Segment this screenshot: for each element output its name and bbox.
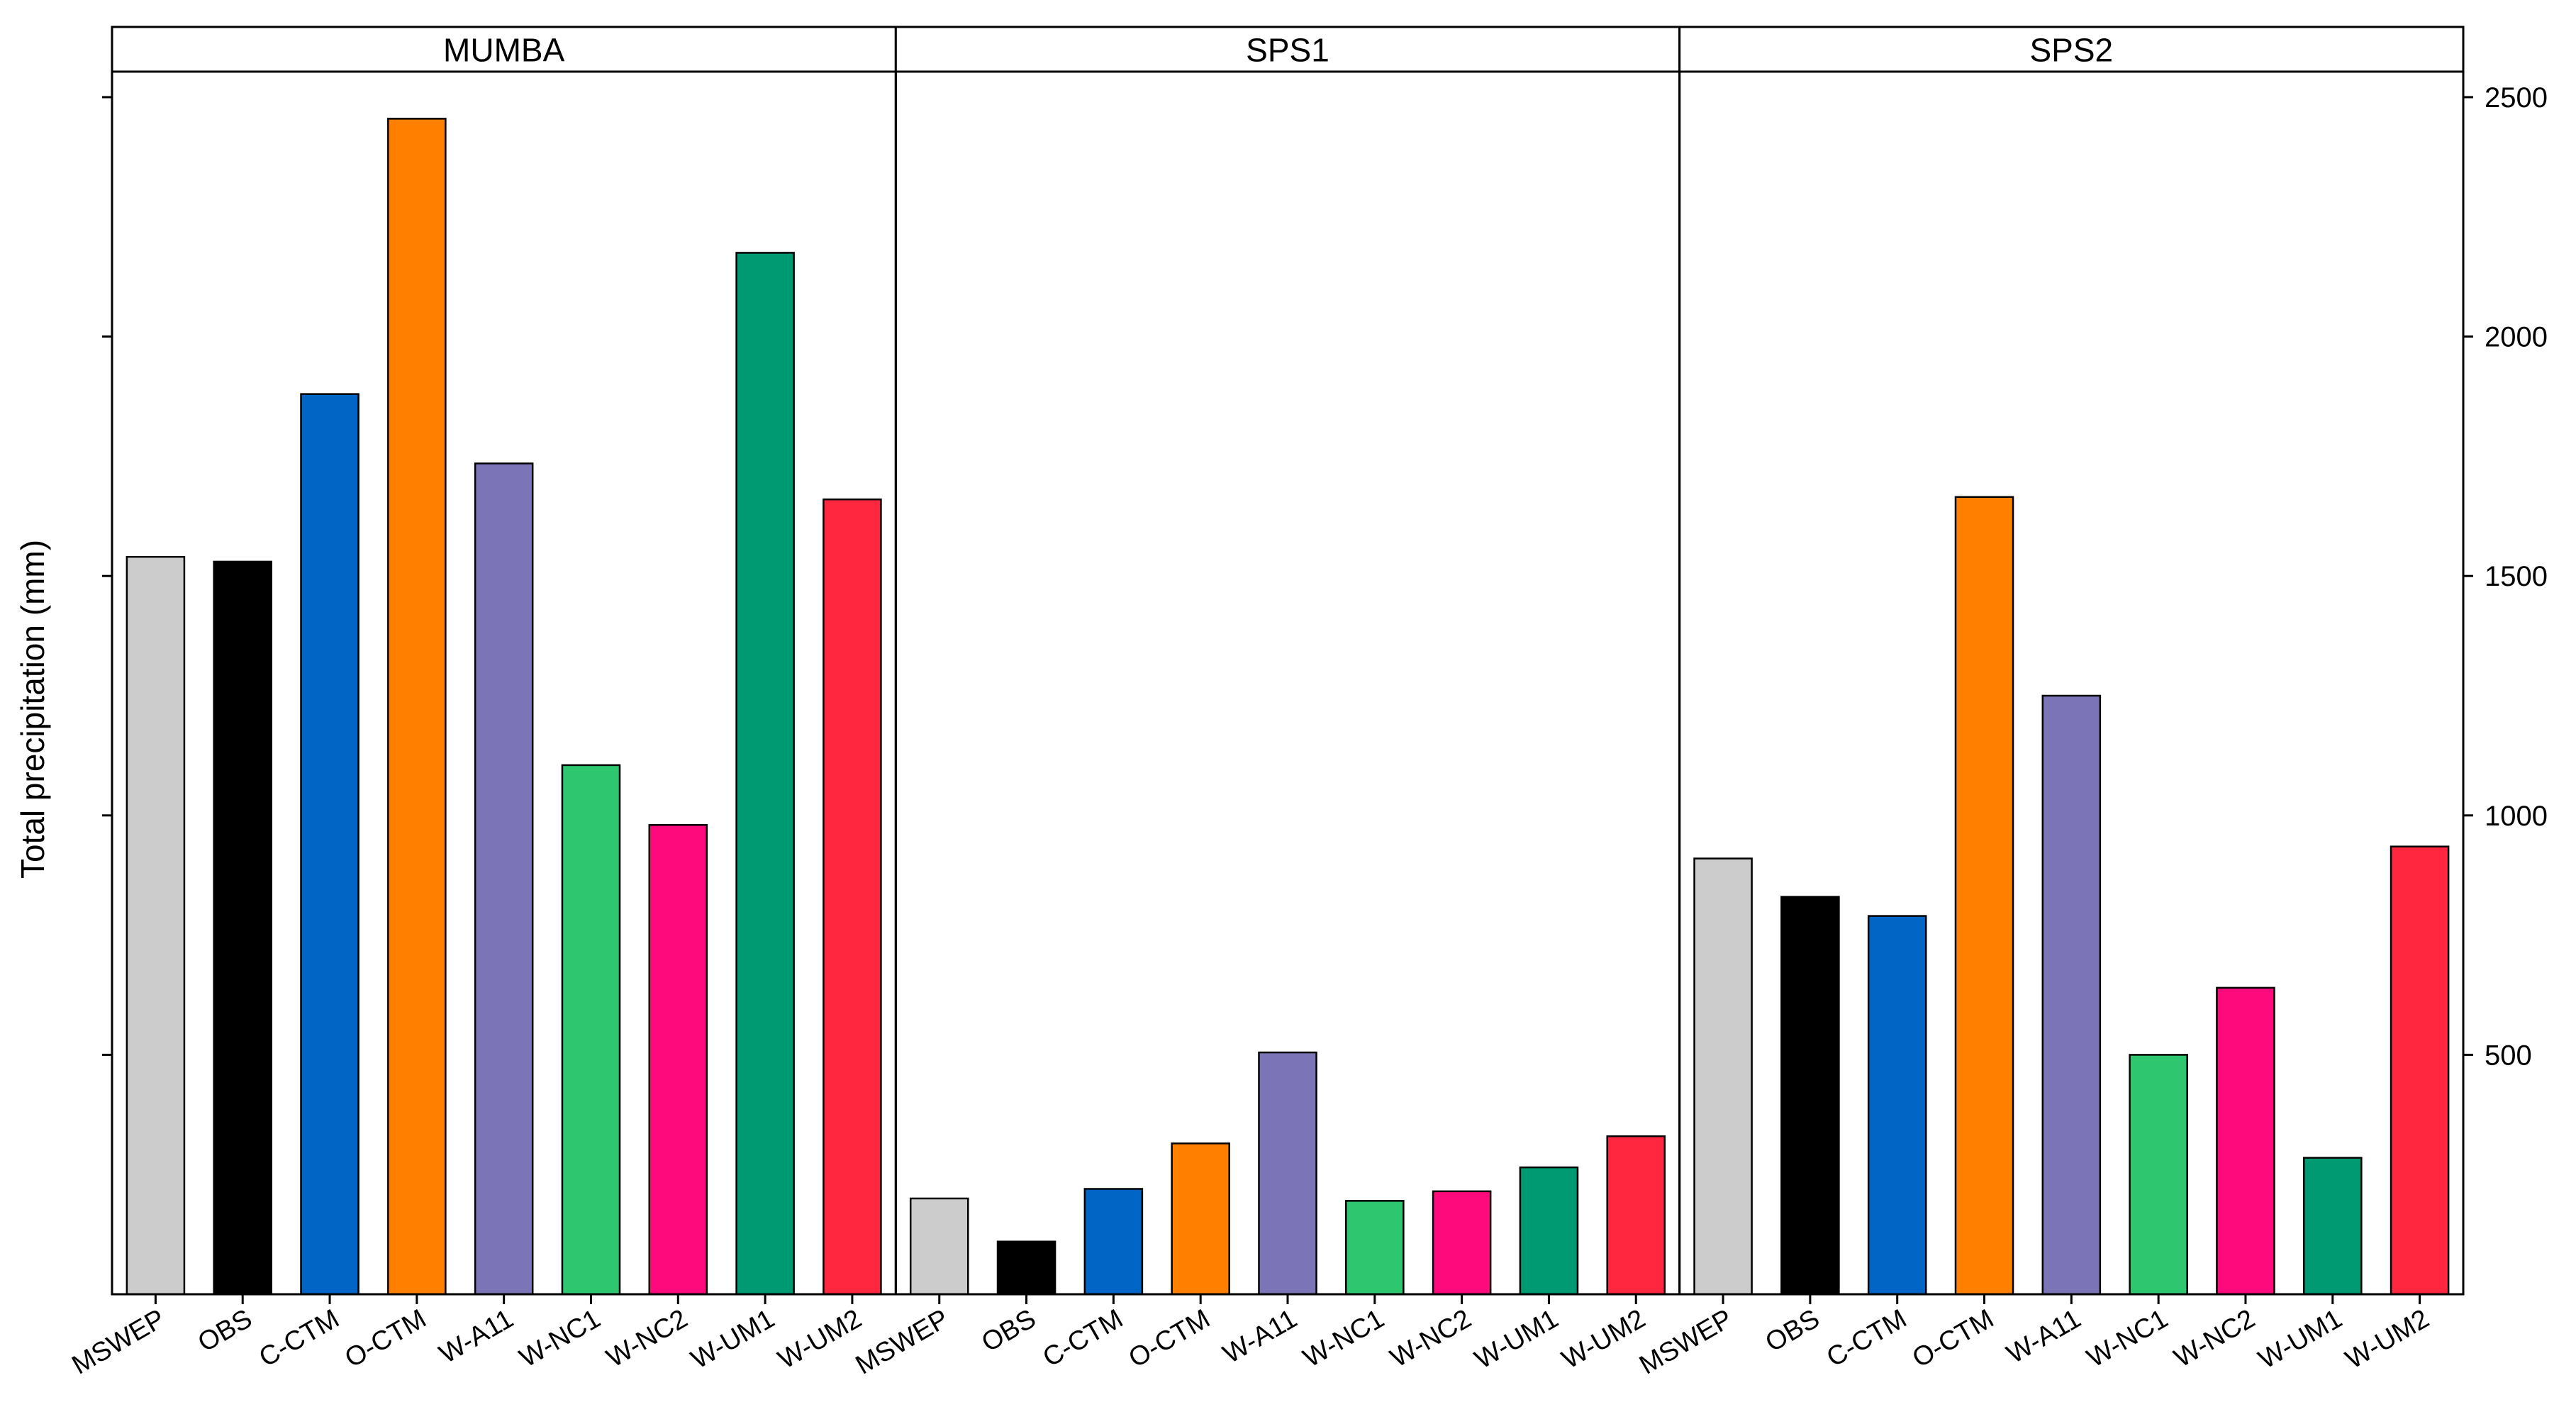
bar-sps1-o-ctm [1171,1142,1230,1296]
bar-sps2-c-ctm [1867,915,1927,1296]
bar-sps1-obs [996,1240,1056,1296]
bar-mumba-o-ctm [387,118,447,1296]
x-tick-label: MSWEP [1634,1303,1737,1380]
x-tick-label: W-A11 [435,1303,519,1369]
bar-sps2-w-um1 [2302,1157,2363,1296]
y-tick-label: 2000 [2485,322,2548,353]
x-tick-label: C-CTM [1038,1303,1128,1373]
x-tick-label: C-CTM [1822,1303,1912,1373]
bar-sps2-w-nc2 [2216,986,2275,1296]
bar-sps2-mswep [1693,857,1753,1296]
y-axis-label: Total precipitation (mm) [14,540,51,879]
bar-sps1-w-nc1 [1345,1200,1405,1296]
bar-sps1-w-um1 [1519,1166,1579,1296]
x-tick-label: W-A11 [2002,1303,2086,1369]
x-tick-label: MSWEP [67,1303,170,1380]
bar-sps1-c-ctm [1083,1188,1144,1296]
x-tick-label: O-CTM [1124,1303,1215,1374]
bar-sps1-w-a11 [1258,1051,1317,1296]
bar-mumba-c-ctm [300,393,359,1296]
x-tick-label: OBS [193,1303,257,1357]
x-tick-label: W-NC1 [515,1303,606,1373]
panel-title: SPS1 [1246,32,1329,69]
x-tick-label: W-UM1 [686,1303,780,1374]
x-tick-label: O-CTM [1907,1303,1999,1374]
bar-mumba-mswep [126,555,186,1296]
x-tick-label: W-UM1 [2253,1303,2347,1374]
panel-frame [1678,70,2465,1296]
x-tick-label: OBS [977,1303,1041,1357]
x-tick-label: W-NC2 [602,1303,693,1373]
x-tick-label: MSWEP [851,1303,954,1380]
y-tick-label: 2500 [2485,82,2548,113]
x-tick-label: W-NC2 [1385,1303,1476,1373]
x-tick-label: OBS [1761,1303,1824,1357]
bar-mumba-obs [213,560,273,1296]
x-tick-label: W-NC2 [2169,1303,2260,1373]
panel-strip [111,26,897,73]
x-tick-label: W-UM2 [774,1303,867,1374]
bar-sps1-w-um2 [1606,1135,1666,1296]
bar-sps1-w-nc2 [1432,1190,1492,1296]
panel-title: MUMBA [443,32,565,69]
bar-mumba-w-um2 [823,498,882,1296]
x-tick-label: O-CTM [340,1303,432,1374]
x-tick-label: W-NC1 [1298,1303,1389,1373]
bar-mumba-w-um1 [735,252,795,1296]
bar-mumba-w-a11 [474,462,534,1296]
x-tick-label: W-NC1 [2082,1303,2173,1373]
y-tick-label: 1500 [2485,561,2548,592]
x-tick-label: W-A11 [1218,1303,1303,1369]
bar-sps2-obs [1780,896,1840,1296]
bar-sps2-o-ctm [1954,496,2014,1296]
bar-mumba-w-nc1 [561,764,621,1296]
x-tick-label: W-UM2 [2341,1303,2434,1374]
x-tick-label: C-CTM [255,1303,345,1373]
x-tick-label: W-UM2 [1557,1303,1651,1374]
bar-sps2-w-um2 [2390,845,2450,1296]
bar-sps2-w-a11 [2041,694,2102,1296]
bar-mumba-w-nc2 [648,824,708,1296]
y-tick-label: 500 [2485,1040,2532,1071]
bar-sps2-w-nc1 [2129,1054,2188,1296]
y-tick-label: 1000 [2485,801,2548,832]
bar-sps1-mswep [909,1197,969,1296]
panel-title: SPS2 [2030,32,2114,69]
x-tick-label: W-UM1 [1470,1303,1563,1374]
